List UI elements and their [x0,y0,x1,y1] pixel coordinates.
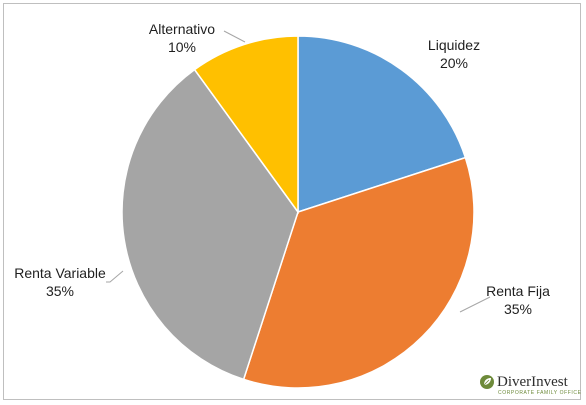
leader-line-alternativo [223,30,246,43]
value-label: 35% [46,283,74,299]
category-label: Liquidez [428,37,480,53]
pie-slices [121,35,475,389]
logo: DiverInvest CORPORATE FAMILY OFFICE [480,374,582,396]
leader-line-renta-variable [106,270,124,283]
pie-slice-liquidez [297,35,467,214]
logo-name: DiverInvest [497,374,569,390]
logo-tagline: CORPORATE FAMILY OFFICE [498,390,582,396]
category-label: Renta Variable [14,265,106,281]
category-label: Renta Fija [486,283,550,299]
pie-slice-alternativo [193,35,299,215]
data-labels: Liquidez 20% Renta Fija 35% Renta Variable 35… [14,21,550,317]
value-label: 20% [440,55,468,71]
category-label: Alternativo [149,21,215,37]
leader-line-renta-fija [459,296,491,313]
value-label: 35% [504,301,532,317]
value-label: 10% [168,39,196,55]
pie-slice-renta-fija [242,156,475,389]
leader-lines [106,30,491,313]
leaf-icon [480,375,494,389]
pie-slice-renta-variable [121,68,299,381]
